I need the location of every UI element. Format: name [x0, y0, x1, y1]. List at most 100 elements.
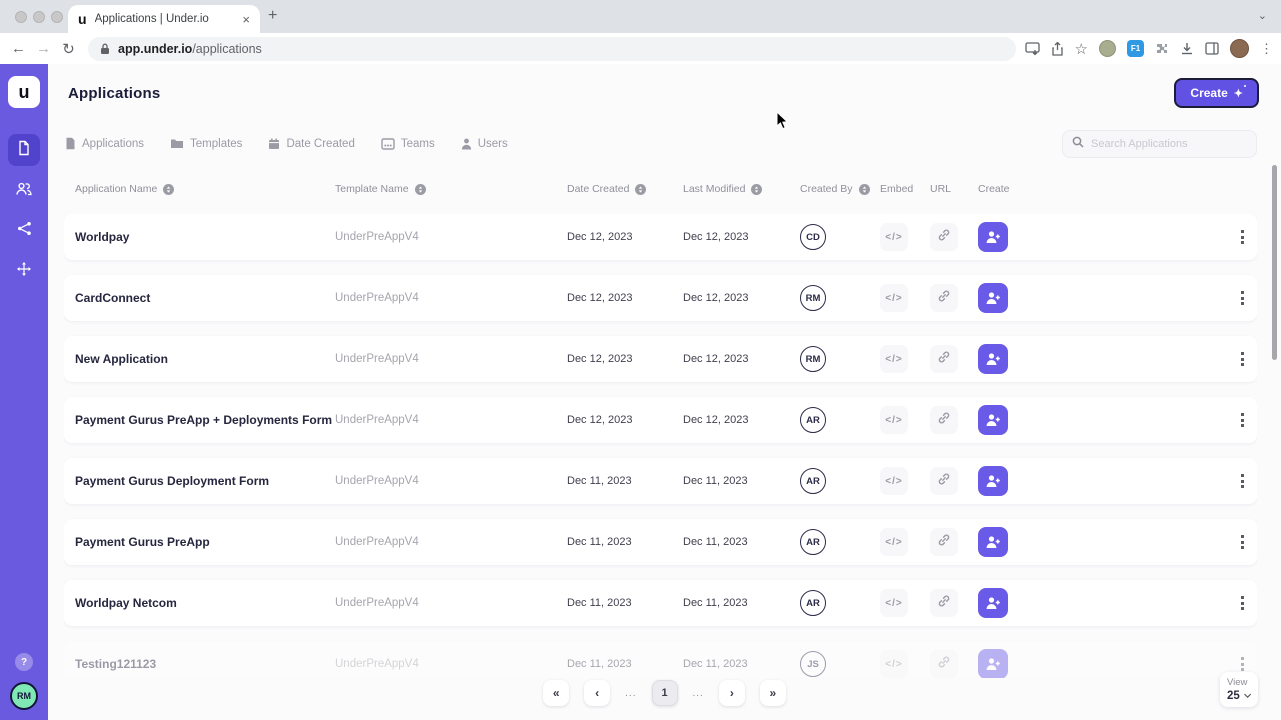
url-button[interactable] — [930, 467, 958, 495]
application-name[interactable]: Payment Gurus PreApp + Deployments Form — [75, 413, 333, 427]
extension-avatar-icon[interactable] — [1099, 40, 1116, 57]
side-panel-icon[interactable] — [1205, 42, 1219, 55]
current-page-button[interactable]: 1 — [651, 680, 678, 706]
embed-button[interactable]: </> — [880, 345, 908, 373]
filter-users[interactable]: Users — [461, 138, 508, 150]
table-row[interactable]: Worldpay Netcom UnderPreAppV4 Dec 11, 20… — [64, 580, 1257, 626]
filter-templates[interactable]: Templates — [170, 138, 242, 150]
embed-button[interactable]: </> — [880, 650, 908, 678]
extensions-puzzle-icon[interactable] — [1155, 42, 1169, 56]
row-create-button[interactable] — [978, 466, 1008, 496]
embed-button[interactable]: </> — [880, 284, 908, 312]
window-close-button[interactable] — [15, 11, 27, 23]
embed-button[interactable]: </> — [880, 406, 908, 434]
table-row[interactable]: Payment Gurus Deployment Form UnderPreAp… — [64, 458, 1257, 504]
window-zoom-button[interactable] — [51, 11, 63, 23]
sort-icon[interactable] — [163, 183, 175, 195]
browser-menu-icon[interactable]: ⋮ — [1260, 40, 1273, 56]
embed-button[interactable]: </> — [880, 589, 908, 617]
user-avatar[interactable]: RM — [10, 682, 38, 710]
downloads-icon[interactable] — [1180, 42, 1194, 56]
sort-icon[interactable] — [858, 183, 870, 195]
row-menu-button[interactable] — [1227, 413, 1257, 427]
url-button[interactable] — [930, 223, 958, 251]
row-menu-button[interactable] — [1227, 291, 1257, 305]
application-name[interactable]: New Application — [75, 352, 168, 366]
application-name[interactable]: Payment Gurus Deployment Form — [75, 474, 270, 488]
column-application-name[interactable]: Application Name — [75, 183, 335, 195]
create-button[interactable]: Create ✦ — [1174, 78, 1259, 108]
embed-button[interactable]: </> — [880, 528, 908, 556]
column-date-created[interactable]: Date Created — [567, 183, 683, 195]
url-button[interactable] — [930, 528, 958, 556]
address-bar[interactable]: app.under.io/applications — [88, 37, 1016, 61]
table-row[interactable]: Worldpay UnderPreAppV4 Dec 12, 2023 Dec … — [64, 214, 1257, 260]
row-create-button[interactable] — [978, 344, 1008, 374]
row-menu-button[interactable] — [1227, 474, 1257, 488]
column-created-by[interactable]: Created By — [800, 183, 880, 195]
sidebar-item-move[interactable] — [8, 255, 40, 287]
application-name[interactable]: CardConnect — [75, 291, 151, 305]
row-create-button[interactable] — [978, 527, 1008, 557]
application-name[interactable]: Worldpay Netcom — [75, 596, 177, 610]
view-selector[interactable]: View 25 — [1220, 672, 1258, 707]
application-name[interactable]: Testing121123 — [75, 657, 157, 671]
url-button[interactable] — [930, 284, 958, 312]
browser-tab[interactable]: u Applications | Under.io × — [68, 5, 260, 33]
first-page-button[interactable]: « — [543, 680, 570, 706]
embed-button[interactable]: </> — [880, 223, 908, 251]
sort-icon[interactable] — [414, 183, 426, 195]
row-create-button[interactable] — [978, 649, 1008, 678]
row-menu-button[interactable] — [1227, 535, 1257, 549]
sort-icon[interactable] — [635, 183, 647, 195]
tab-strip-chevron-icon[interactable]: ⌄ — [1257, 10, 1267, 22]
reload-icon[interactable]: ↻ — [62, 40, 75, 58]
last-page-button[interactable]: » — [759, 680, 786, 706]
table-row[interactable]: Payment Gurus PreApp + Deployments Form … — [64, 397, 1257, 443]
browser-profile-avatar[interactable] — [1230, 39, 1249, 58]
row-menu-button[interactable] — [1227, 596, 1257, 610]
help-button[interactable]: ? — [15, 653, 33, 671]
save-to-device-icon[interactable] — [1024, 41, 1040, 56]
tab-close-icon[interactable]: × — [242, 11, 250, 27]
table-row[interactable]: Testing121123 UnderPreAppV4 Dec 11, 2023… — [64, 641, 1257, 678]
column-template-name[interactable]: Template Name — [335, 183, 567, 195]
back-icon[interactable]: ← — [11, 40, 26, 57]
row-create-button[interactable] — [978, 405, 1008, 435]
share-icon[interactable] — [1051, 41, 1064, 56]
window-minimize-button[interactable] — [33, 11, 45, 23]
extension-f1-icon[interactable]: F1 — [1127, 40, 1144, 57]
filter-applications[interactable]: Applications — [65, 137, 144, 150]
new-tab-button[interactable]: + — [268, 7, 278, 24]
row-create-button[interactable] — [978, 283, 1008, 313]
row-menu-button[interactable] — [1227, 352, 1257, 366]
filter-teams[interactable]: Teams — [381, 138, 435, 150]
scrollbar-thumb[interactable] — [1272, 165, 1277, 360]
sidebar-item-applications[interactable] — [8, 134, 40, 166]
url-button[interactable] — [930, 345, 958, 373]
table-row[interactable]: CardConnect UnderPreAppV4 Dec 12, 2023 D… — [64, 275, 1257, 321]
row-menu-button[interactable] — [1227, 230, 1257, 244]
table-row[interactable]: New Application UnderPreAppV4 Dec 12, 20… — [64, 336, 1257, 382]
filter-date-created[interactable]: Date Created — [268, 138, 355, 150]
application-name[interactable]: Payment Gurus PreApp — [75, 535, 210, 549]
bookmark-star-icon[interactable]: ☆ — [1074, 40, 1088, 58]
sidebar-item-share[interactable] — [8, 215, 40, 247]
application-name[interactable]: Worldpay — [75, 230, 130, 244]
search-input[interactable] — [1091, 138, 1247, 150]
column-last-modified[interactable]: Last Modified — [683, 183, 800, 195]
next-page-button[interactable]: › — [718, 680, 745, 706]
row-menu-button[interactable] — [1227, 657, 1257, 671]
row-create-button[interactable] — [978, 588, 1008, 618]
link-icon — [937, 533, 951, 552]
url-button[interactable] — [930, 589, 958, 617]
url-button[interactable] — [930, 650, 958, 678]
embed-button[interactable]: </> — [880, 467, 908, 495]
table-row[interactable]: Payment Gurus PreApp UnderPreAppV4 Dec 1… — [64, 519, 1257, 565]
prev-page-button[interactable]: ‹ — [584, 680, 611, 706]
sort-icon[interactable] — [751, 183, 763, 195]
sidebar-item-teams[interactable] — [8, 175, 40, 207]
forward-icon[interactable]: → — [36, 40, 51, 57]
url-button[interactable] — [930, 406, 958, 434]
row-create-button[interactable] — [978, 222, 1008, 252]
